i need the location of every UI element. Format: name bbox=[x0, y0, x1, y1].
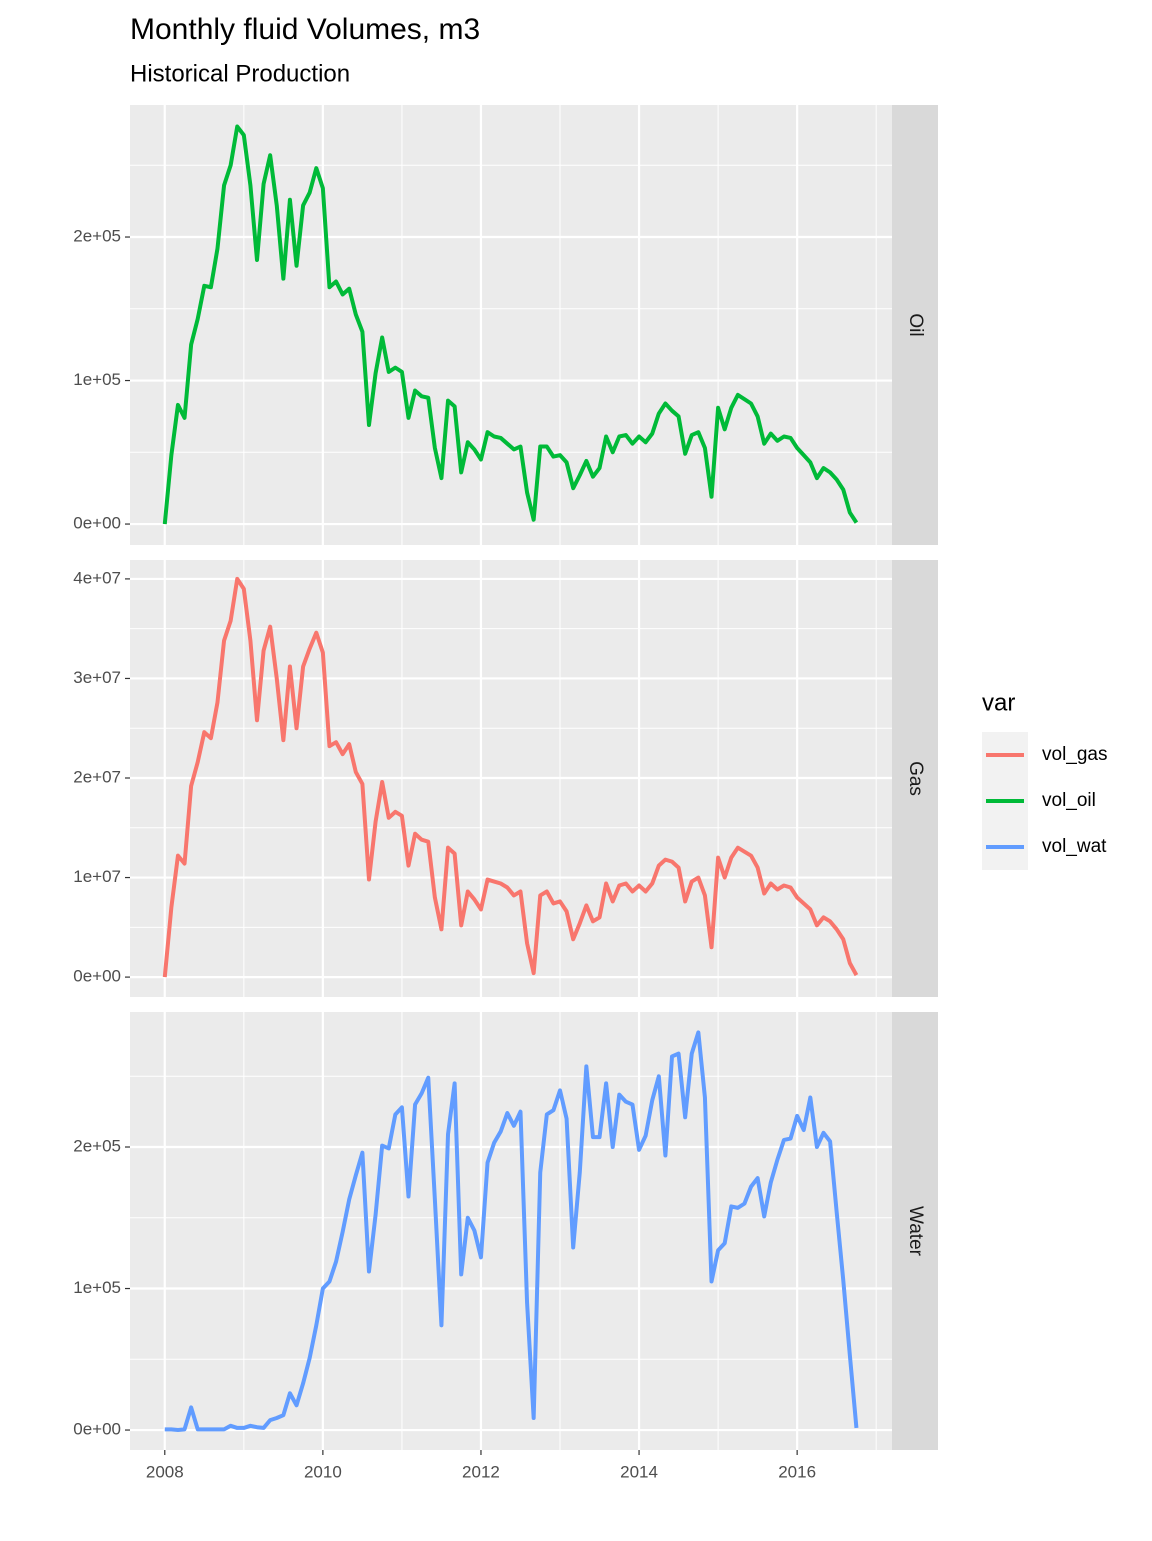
x-tick-label: 2014 bbox=[620, 1462, 658, 1481]
facet-strip bbox=[892, 105, 938, 545]
facet-label: Oil bbox=[905, 313, 926, 336]
y-tick-label: 4e+07 bbox=[73, 568, 121, 587]
data-line bbox=[162, 576, 859, 978]
legend-label: vol_gas bbox=[1042, 744, 1108, 765]
chart-subtitle: Historical Production bbox=[130, 60, 350, 87]
y-tick-label: 1e+07 bbox=[73, 867, 121, 886]
chart-title: Monthly fluid Volumes, m3 bbox=[130, 13, 480, 46]
y-tick-label: 0e+00 bbox=[73, 514, 121, 533]
data-line bbox=[164, 1030, 859, 1433]
y-tick-label: 1e+05 bbox=[73, 1278, 121, 1297]
facet-strip bbox=[892, 1012, 938, 1450]
x-tick-label: 2010 bbox=[304, 1462, 342, 1481]
y-tick-label: 0e+00 bbox=[73, 1420, 121, 1439]
y-tick-label: 2e+07 bbox=[73, 767, 121, 786]
y-tick-label: 2e+05 bbox=[73, 1136, 121, 1155]
x-tick-label: 2012 bbox=[462, 1462, 500, 1481]
x-tick-label: 2016 bbox=[778, 1462, 816, 1481]
y-tick-label: 0e+00 bbox=[73, 967, 121, 986]
panel-background bbox=[130, 1012, 892, 1450]
legend-label: vol_wat bbox=[1042, 836, 1107, 857]
x-tick-label: 2008 bbox=[146, 1462, 184, 1481]
facet-label: Gas bbox=[905, 761, 926, 796]
legend-title: var bbox=[982, 689, 1015, 716]
y-tick-label: 2e+05 bbox=[73, 227, 121, 246]
y-tick-label: 1e+05 bbox=[73, 370, 121, 389]
facet-label: Water bbox=[905, 1206, 926, 1257]
data-line bbox=[162, 124, 859, 525]
panel-background bbox=[130, 105, 892, 545]
facet-strip bbox=[892, 560, 938, 997]
y-tick-label: 3e+07 bbox=[73, 668, 121, 687]
legend-label: vol_oil bbox=[1042, 790, 1096, 811]
